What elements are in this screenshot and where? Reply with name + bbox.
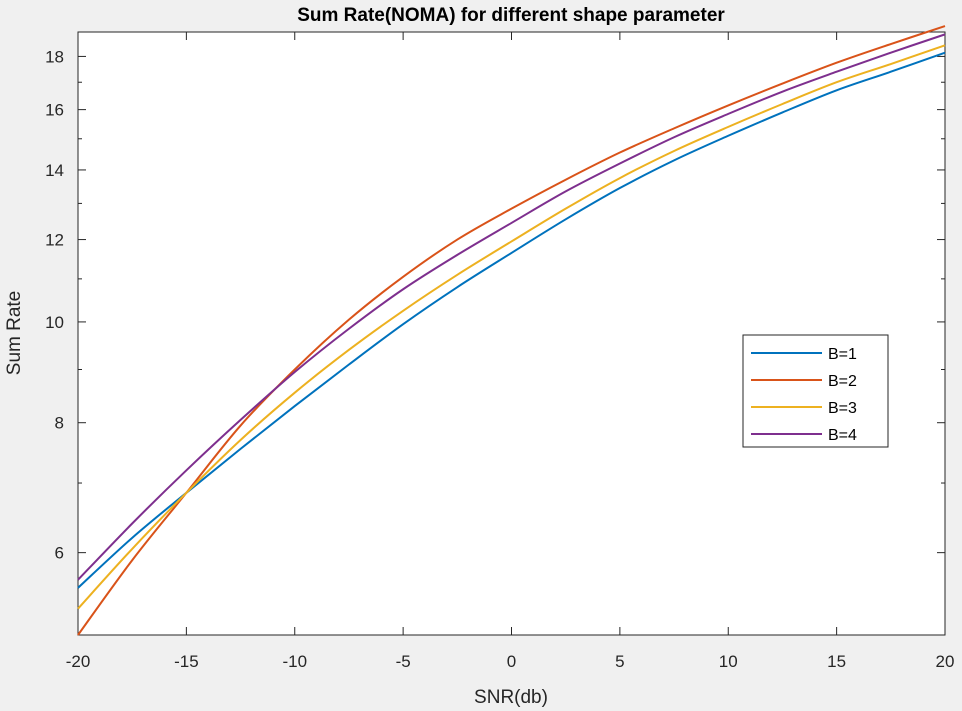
- legend-box: [742, 334, 889, 448]
- y-tick-label: 16: [45, 101, 64, 120]
- x-tick-label: -20: [66, 652, 91, 671]
- y-tick-label: 14: [45, 161, 64, 180]
- x-axis-label: SNR(db): [474, 687, 548, 708]
- y-tick-label: 8: [55, 414, 64, 433]
- x-tick-label: -15: [174, 652, 199, 671]
- x-tick-label: 20: [936, 652, 955, 671]
- series-line-b-4: [77, 33, 946, 581]
- y-tick-label: 10: [45, 313, 64, 332]
- legend: B=1 B=2 B=3 B=4: [742, 334, 889, 448]
- series-layer: [77, 25, 946, 636]
- series-line-b-1: [77, 51, 946, 589]
- legend-label: B=1: [828, 346, 857, 363]
- x-tick-label: -10: [282, 652, 307, 671]
- y-tick-label: 6: [55, 544, 64, 563]
- y-axis-label: Sum Rate: [4, 291, 25, 375]
- y-tick-label: 12: [45, 231, 64, 250]
- series-line-b-3: [77, 44, 946, 610]
- legend-label: B=2: [828, 373, 857, 390]
- y-tick-label: 18: [45, 47, 64, 66]
- series-line-b-2: [77, 25, 946, 636]
- chart-title: Sum Rate(NOMA) for different shape param…: [297, 5, 725, 26]
- axis-ticks: [77, 31, 946, 636]
- x-tick-label: 5: [615, 652, 624, 671]
- x-tick-label: 10: [719, 652, 738, 671]
- tick-labels: -20 -15 -10 -5 0 5 10 15 20 6 8 10 12 14 16 18: [45, 47, 954, 671]
- x-tick-label: 15: [827, 652, 846, 671]
- plot-area: [77, 31, 946, 636]
- x-tick-label: -5: [396, 652, 411, 671]
- legend-label: B=4: [828, 427, 857, 444]
- x-tick-label: 0: [507, 652, 516, 671]
- legend-label: B=3: [828, 400, 857, 417]
